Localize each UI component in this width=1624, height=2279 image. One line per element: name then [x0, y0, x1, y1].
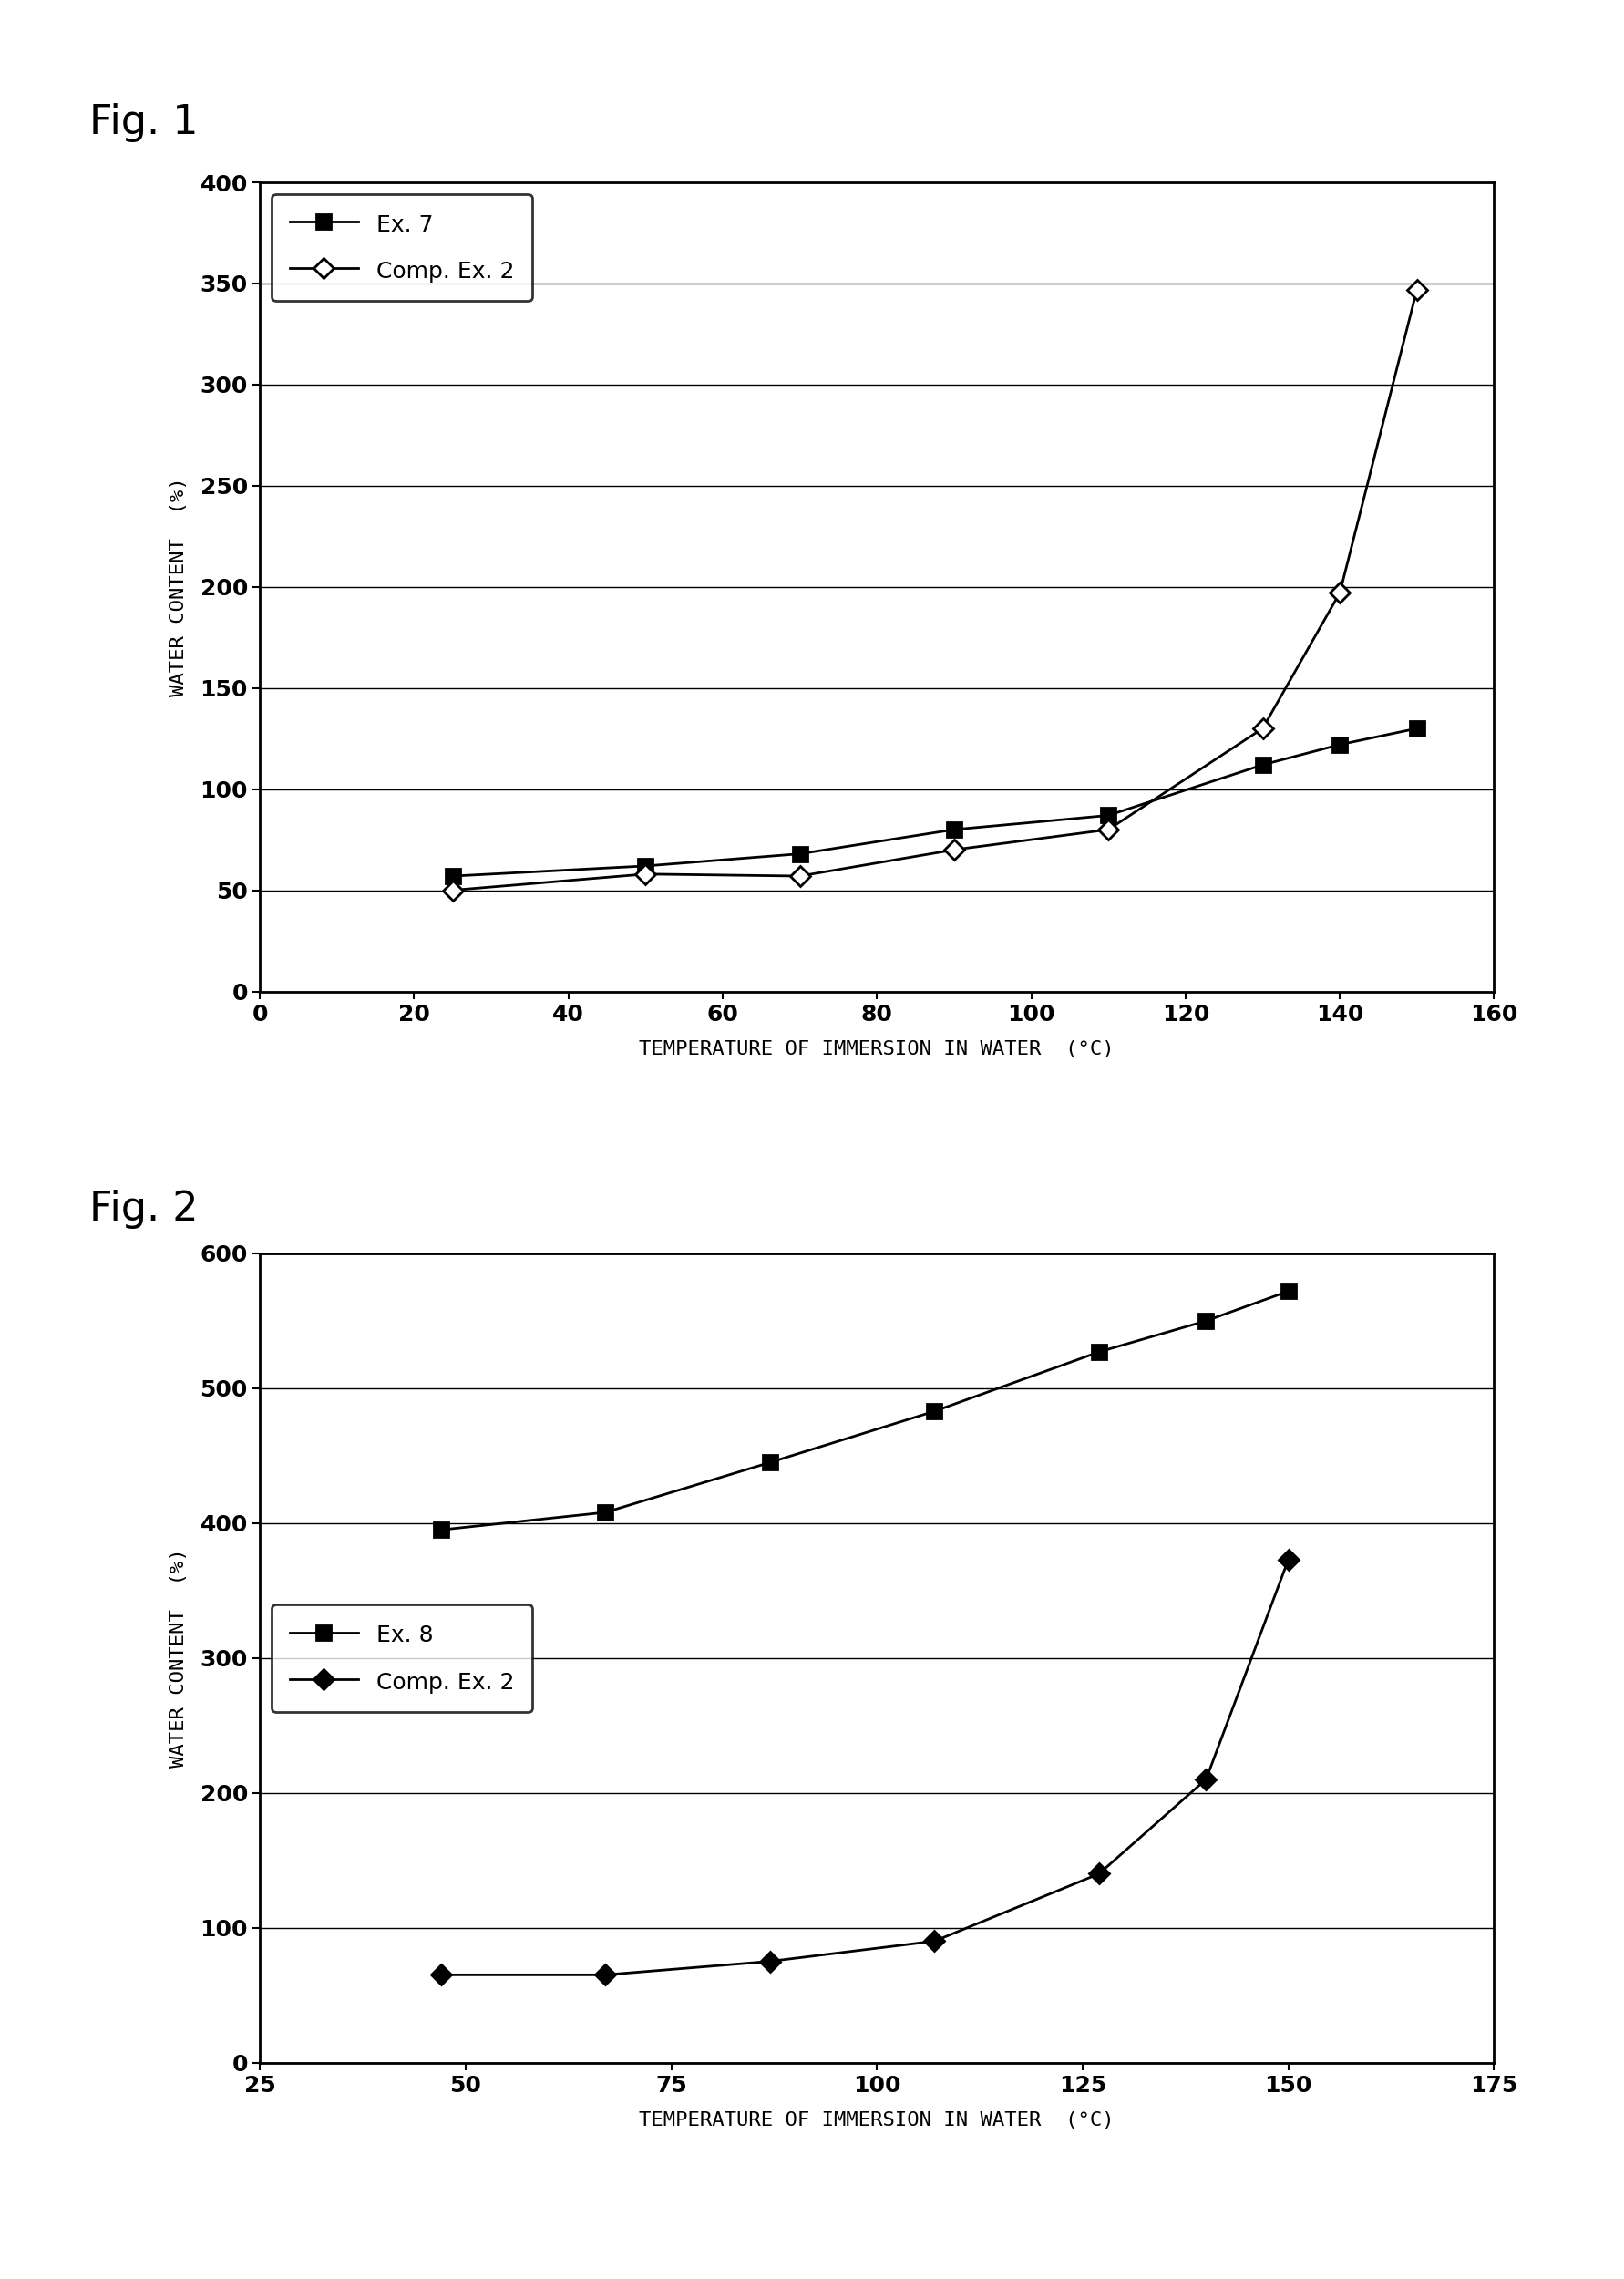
Comp. Ex. 2 — [430, 1962, 450, 1990]
Comp. Ex. 2 — [1254, 716, 1273, 743]
Y-axis label: WATER CONTENT  (%): WATER CONTENT (%) — [169, 1547, 187, 1769]
X-axis label: TEMPERATURE OF IMMERSION IN WATER  (°C): TEMPERATURE OF IMMERSION IN WATER (°C) — [640, 1042, 1114, 1060]
Comp. Ex. 2 — [945, 836, 965, 864]
Line: Comp. Ex. 2: Comp. Ex. 2 — [445, 283, 1424, 898]
Y-axis label: WATER CONTENT  (%): WATER CONTENT (%) — [169, 476, 187, 697]
Ex. 8 — [1090, 1338, 1109, 1365]
Ex. 7 — [637, 852, 656, 880]
Text: Fig. 1: Fig. 1 — [89, 103, 198, 141]
Comp. Ex. 2 — [1278, 1545, 1298, 1573]
Ex. 7 — [945, 816, 965, 843]
Ex. 7 — [1408, 716, 1427, 743]
Comp. Ex. 2 — [1330, 579, 1350, 606]
X-axis label: TEMPERATURE OF IMMERSION IN WATER  (°C): TEMPERATURE OF IMMERSION IN WATER (°C) — [640, 2113, 1114, 2131]
Legend: Ex. 8, Comp. Ex. 2: Ex. 8, Comp. Ex. 2 — [271, 1604, 533, 1712]
Comp. Ex. 2 — [1197, 1766, 1216, 1794]
Comp. Ex. 2 — [1090, 1860, 1109, 1887]
Comp. Ex. 2 — [924, 1928, 944, 1955]
Ex. 8 — [596, 1500, 615, 1527]
Ex. 7 — [443, 861, 463, 889]
Ex. 8 — [924, 1397, 944, 1424]
Ex. 8 — [1197, 1308, 1216, 1335]
Comp. Ex. 2 — [791, 861, 810, 889]
Ex. 7 — [1099, 802, 1119, 830]
Ex. 7 — [1330, 732, 1350, 759]
Ex. 7 — [1254, 752, 1273, 779]
Line: Comp. Ex. 2: Comp. Ex. 2 — [434, 1552, 1296, 1983]
Ex. 8 — [430, 1516, 450, 1543]
Line: Ex. 7: Ex. 7 — [445, 722, 1424, 882]
Comp. Ex. 2 — [760, 1949, 780, 1976]
Comp. Ex. 2 — [443, 877, 463, 905]
Comp. Ex. 2 — [1408, 276, 1427, 303]
Ex. 8 — [1278, 1279, 1298, 1306]
Text: Fig. 2: Fig. 2 — [89, 1190, 198, 1228]
Comp. Ex. 2 — [637, 861, 656, 889]
Legend: Ex. 7, Comp. Ex. 2: Ex. 7, Comp. Ex. 2 — [271, 194, 533, 301]
Ex. 8 — [760, 1449, 780, 1477]
Comp. Ex. 2 — [1099, 816, 1119, 843]
Comp. Ex. 2 — [596, 1962, 615, 1990]
Line: Ex. 8: Ex. 8 — [434, 1285, 1296, 1536]
Ex. 7 — [791, 841, 810, 868]
